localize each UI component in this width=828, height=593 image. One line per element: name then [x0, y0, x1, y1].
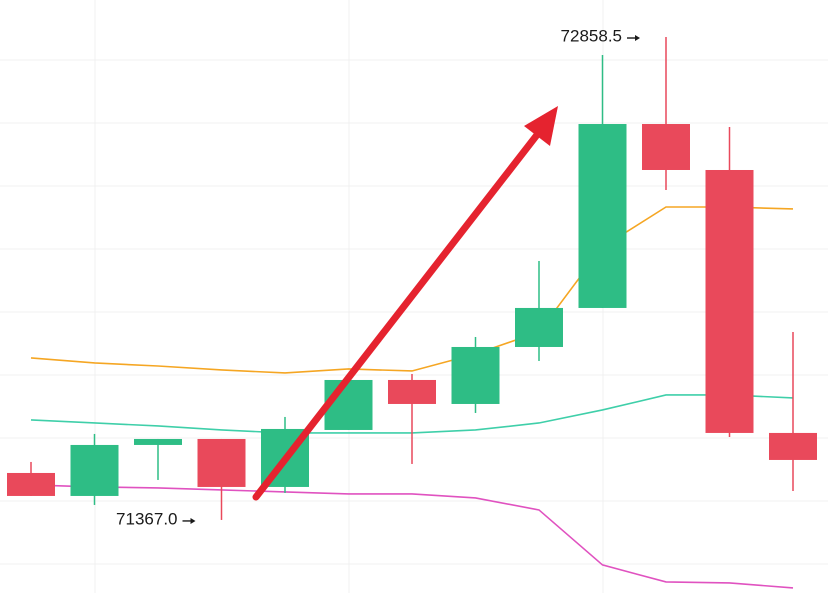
arrow-head: [524, 106, 558, 146]
candle-body: [134, 438, 182, 445]
indicator-line: [30, 206, 794, 374]
candle-body: [578, 124, 627, 308]
plot-area: [7, 37, 817, 589]
price-annotation: 71367.0: [116, 509, 196, 528]
candle-body: [769, 432, 817, 460]
candle-body: [451, 346, 500, 404]
candle-body: [197, 438, 246, 487]
annotation-label: 71367.0: [116, 509, 177, 528]
annotation-label: 72858.5: [561, 26, 622, 45]
price-annotation: 72858.5: [561, 26, 640, 45]
candle-body: [705, 169, 754, 433]
candle-body: [515, 307, 563, 347]
arrow-shaft: [252, 127, 544, 501]
candle-body: [70, 444, 119, 496]
annotation-arrow-head: [635, 35, 640, 42]
candle-body: [324, 379, 373, 430]
trend-arrow: [252, 106, 558, 501]
candle-body: [388, 379, 436, 404]
candle-body: [7, 472, 55, 496]
candle-body: [642, 124, 690, 170]
indicator-line: [30, 484, 794, 589]
annotation-arrow-head: [190, 517, 196, 524]
